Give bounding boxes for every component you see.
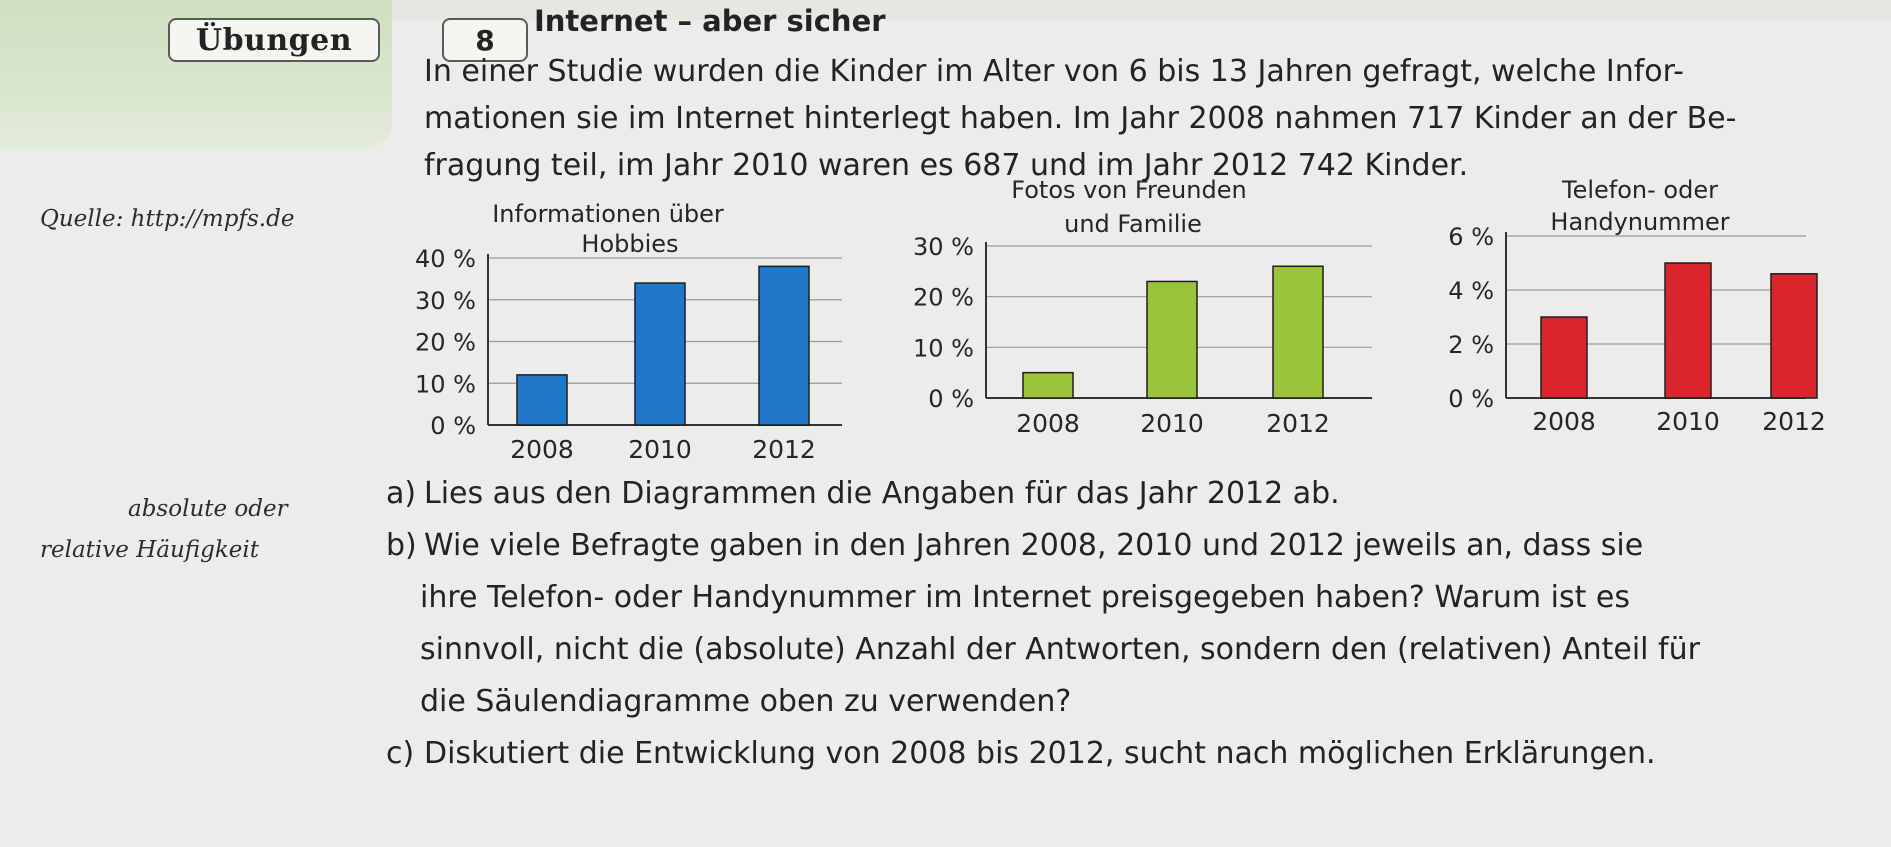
exercise-number: 8 (442, 18, 528, 62)
task-b: b) Wie viele Befragte gaben in den Jahren… (386, 520, 1866, 728)
intro-line: In einer Studie wurden die Kinder im Alt… (424, 54, 1684, 89)
y-tick-label: 20 % (913, 284, 974, 312)
task-text: ihre Telefon- oder Handynummer im Intern… (420, 580, 1630, 615)
y-tick-label: 2 % (1448, 331, 1494, 359)
chart-title-line: Telefon- oder (1561, 176, 1718, 204)
chart-title-line: und Familie (1064, 210, 1202, 238)
exercise-title: Internet – aber sicher (534, 4, 886, 38)
bar (1146, 280, 1198, 399)
chart-title-line: Hobbies (581, 230, 678, 258)
y-tick-label: 10 % (415, 370, 476, 398)
bar (1272, 265, 1324, 399)
bar (516, 374, 568, 426)
y-tick-label: 4 % (1448, 277, 1494, 305)
task-letter: a) (386, 476, 417, 511)
bar (758, 265, 810, 426)
task-text: Wie viele Befragte gaben in den Jahren 2… (424, 528, 1644, 563)
bar (1540, 316, 1588, 399)
chart-title-line: Fotos von Freunden (1011, 176, 1246, 204)
x-tick-label: 2012 (1266, 409, 1330, 438)
task-text: sinnvoll, nicht die (absolute) Anzahl de… (420, 632, 1700, 667)
x-tick-label: 2010 (1656, 407, 1720, 436)
x-tick-label: 2008 (510, 435, 574, 464)
y-tick-label: 0 % (430, 412, 476, 440)
x-tick-label: 2012 (752, 435, 816, 464)
bar (1664, 262, 1712, 399)
task-text: die Säulendiagramme oben zu verwenden? (420, 684, 1072, 719)
bar (1770, 273, 1818, 399)
intro-paragraph: In einer Studie wurden die Kinder im Alt… (424, 48, 1864, 189)
task-text: Lies aus den Diagrammen die Angaben für … (424, 476, 1340, 511)
y-tick-label: 0 % (928, 385, 974, 413)
y-tick-label: 20 % (415, 329, 476, 357)
source-note: Quelle: http://mpfs.de (40, 206, 295, 232)
top-color-band (392, 0, 1891, 20)
y-tick-label: 30 % (415, 287, 476, 315)
task-a: a) Lies aus den Diagrammen die Angaben fü… (386, 468, 1866, 520)
hint-note-line2: relative Häufigkeit (40, 537, 259, 563)
bar (634, 282, 686, 426)
y-tick-label: 6 % (1448, 223, 1494, 251)
task-text: Diskutiert die Entwicklung von 2008 bis … (424, 736, 1656, 771)
task-c: c) Diskutiert die Entwicklung von 2008 bi… (386, 728, 1866, 780)
x-tick-label: 2008 (1016, 409, 1080, 438)
x-tick-label: 2008 (1532, 407, 1596, 436)
bar (1022, 371, 1074, 399)
task-letter: c) (386, 736, 415, 771)
y-tick-label: 10 % (913, 334, 974, 362)
chart-title-line: Handynummer (1550, 208, 1729, 236)
x-tick-label: 2010 (628, 435, 692, 464)
chart-title-line: Informationen über (492, 200, 724, 228)
y-tick-label: 0 % (1448, 385, 1494, 413)
task-letter: b) (386, 528, 417, 563)
section-badge: Übungen (168, 18, 380, 62)
x-tick-label: 2012 (1762, 407, 1826, 436)
hint-note-line1: absolute oder (128, 496, 288, 522)
intro-line: fragung teil, im Jahr 2010 waren es 687 … (424, 148, 1469, 183)
x-tick-label: 2010 (1140, 409, 1204, 438)
intro-line: mationen sie im Internet hinterlegt habe… (424, 101, 1737, 136)
y-tick-label: 30 % (913, 233, 974, 261)
y-tick-label: 40 % (415, 245, 476, 273)
